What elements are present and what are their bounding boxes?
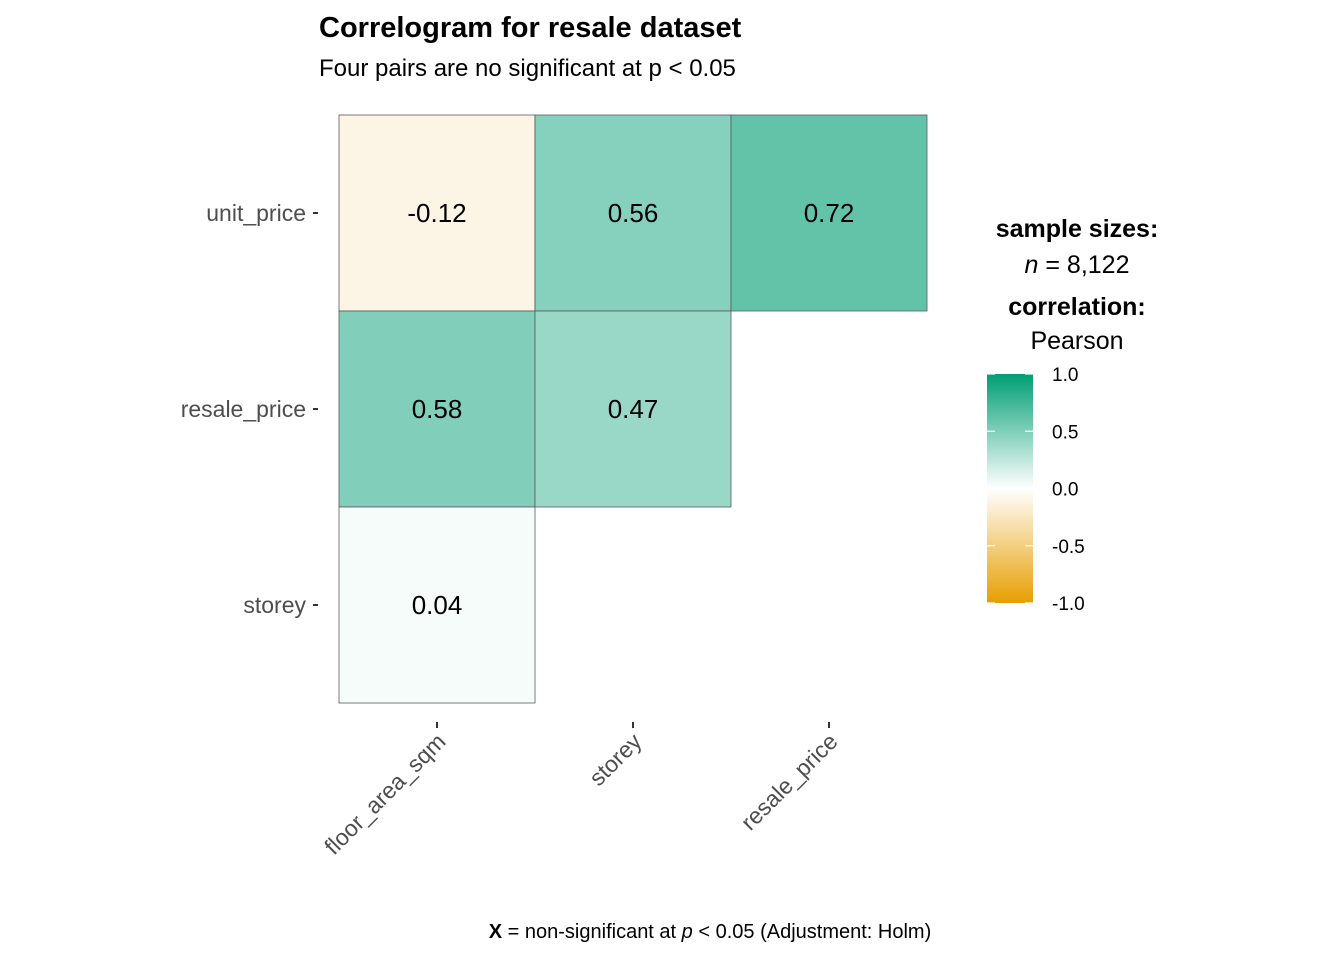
caption-p-symbol: p [681,921,693,943]
caption-symbol: X [489,921,503,943]
cell-value-label: -0.12 [407,198,466,228]
legend-n-symbol: n [1025,251,1039,279]
y-tick-label: resale_price [181,396,306,422]
heatmap-cell [534,310,732,508]
x-tick-label: floor_area_sqm [319,728,450,859]
legend-n-value: = 8,122 [1038,251,1129,279]
legend-correlation-method: Pearson [1030,327,1123,355]
chart-subtitle: Four pairs are no significant at p < 0.0… [319,55,736,82]
caption-text-2: < 0.05 (Adjustment: Holm) [693,921,931,943]
legend-tick-label: -0.5 [1052,537,1085,558]
heatmap-cell [338,310,536,508]
cell-value-label: 0.72 [804,198,855,228]
x-tick-label: storey [584,728,647,791]
y-tick-label: unit_price [206,200,306,226]
legend-ticks: 1.0 0.5 0.0 -0.5 -1.0 [987,365,1085,615]
cell-value-label: 0.58 [412,394,463,424]
legend-sample-sizes-heading: sample sizes: [996,215,1159,243]
legend-tick-label: 1.0 [1052,365,1078,386]
heatmap-cell [338,506,536,704]
legend-tick-label: -1.0 [1052,594,1085,615]
legend-sample-size: n = 8,122 [1025,251,1130,279]
heatmap-cell [338,114,536,312]
heatmap-cell-labels: -0.12 0.56 0.72 0.58 0.47 0.04 [407,198,854,620]
legend: sample sizes: n = 8,122 correlation: Pea… [987,215,1158,615]
heatmap-cells [338,114,928,704]
legend-correlation-heading: correlation: [1008,293,1146,321]
heatmap-cell [730,114,928,312]
y-tick-label: storey [243,592,306,618]
legend-tick-label: 0.5 [1052,422,1078,443]
chart-title: Correlogram for resale dataset [319,12,742,44]
heatmap-cell [534,114,732,312]
x-axis: floor_area_sqm storey resale_price [319,722,843,860]
cell-value-label: 0.56 [608,198,659,228]
x-tick-label: resale_price [736,728,843,835]
caption-text-1: = non-significant at [502,921,682,943]
cell-value-label: 0.47 [608,394,659,424]
chart-caption: X = non-significant at p < 0.05 (Adjustm… [489,921,931,943]
cell-value-label: 0.04 [412,590,463,620]
legend-tick-label: 0.0 [1052,480,1078,501]
